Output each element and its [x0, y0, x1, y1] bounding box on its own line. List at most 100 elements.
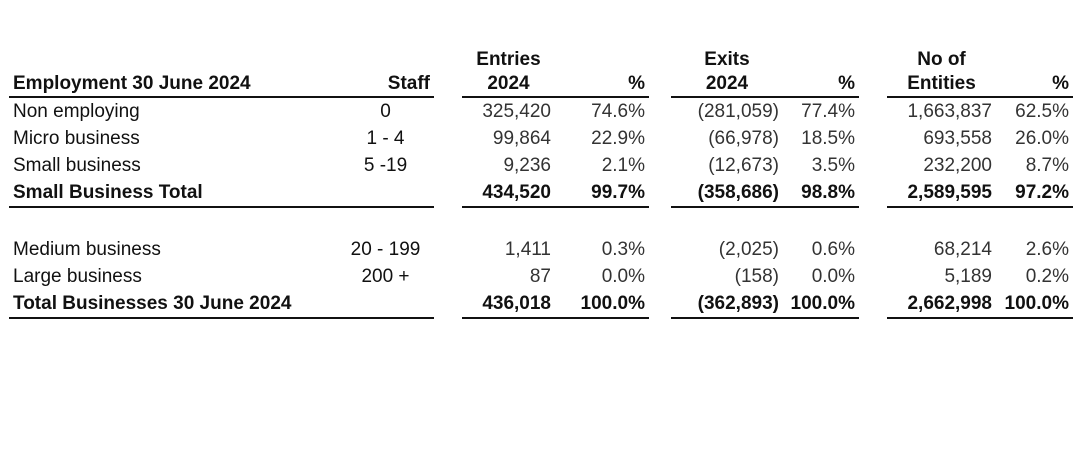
table-row: Small business 5 -19 9,236 2.1% (12,673)…: [9, 152, 1073, 179]
row-exits-pct: 3.5%: [811, 155, 855, 176]
row-entities: 232,200: [923, 155, 992, 176]
header-entities: No of: [917, 49, 966, 70]
header-entities-label: Entities: [887, 72, 996, 98]
row-entries-pct: 22.9%: [591, 128, 645, 149]
header-spacer: [434, 48, 462, 72]
row-staff: 5 -19: [363, 155, 408, 176]
row-label: Total Businesses 30 June 2024: [9, 290, 337, 319]
cell-spacer: [859, 97, 887, 125]
cell-spacer: [859, 179, 887, 207]
header-spacer: [555, 48, 649, 72]
row-exits-pct: 77.4%: [801, 101, 855, 122]
row-label: Non employing: [13, 101, 140, 122]
header-entries-pct: %: [555, 72, 649, 98]
cell-spacer: [434, 97, 462, 125]
row-exits-pct: 100.0%: [783, 290, 859, 319]
cell-spacer: [649, 290, 671, 318]
row-entities: 1,663,837: [907, 101, 992, 122]
row-staff: 1 - 4: [366, 128, 405, 149]
row-exits: (362,893): [671, 290, 783, 319]
row-entries: 9,236: [503, 155, 551, 176]
row-entries: 434,520: [462, 179, 555, 208]
header-spacer: [996, 48, 1073, 72]
row-exits: (2,025): [718, 239, 779, 260]
cell-spacer: [434, 152, 462, 179]
header-spacer: [649, 48, 671, 72]
row-entities-pct: 100.0%: [996, 290, 1073, 319]
row-label: Small business: [13, 155, 141, 176]
blank-spacer: [9, 207, 1073, 236]
row-entities: 693,558: [923, 128, 992, 149]
cell-spacer: [649, 97, 671, 125]
row-entities-pct: 97.2%: [996, 179, 1073, 208]
row-entities-pct: 62.5%: [1015, 101, 1069, 122]
row-entries: 325,420: [482, 101, 551, 122]
row-exits: (12,673): [708, 155, 779, 176]
row-entries-pct: 99.7%: [555, 179, 649, 208]
cell-spacer: [434, 236, 462, 263]
row-label: Medium business: [13, 239, 161, 260]
row-entries: 87: [529, 266, 551, 287]
business-employment-table: Entries Exits No of Employment 30 June 2…: [9, 48, 1073, 319]
cell-spacer: [434, 179, 462, 207]
header-spacer: [859, 48, 887, 72]
cell-spacer: [859, 125, 887, 152]
grand-total-row: Total Businesses 30 June 2024 436,018 10…: [9, 290, 1073, 319]
row-staff: 0: [380, 101, 391, 122]
cell-spacer: [649, 152, 671, 179]
header-exits: Exits: [704, 49, 750, 70]
row-entries-pct: 2.1%: [601, 155, 645, 176]
header-entries: Entries: [476, 49, 541, 70]
header-spacer: [9, 48, 337, 72]
row-exits-pct: 0.6%: [811, 239, 855, 260]
header-row-1: Entries Exits No of: [9, 48, 1073, 72]
row-entries-pct: 74.6%: [591, 101, 645, 122]
cell-spacer: [859, 236, 887, 263]
table-row: Non employing 0 325,420 74.6% (281,059) …: [9, 97, 1073, 125]
row-entries: 99,864: [492, 128, 551, 149]
row-entities-pct: 26.0%: [1015, 128, 1069, 149]
row-entries-pct: 0.0%: [601, 266, 645, 287]
row-entities-pct: 0.2%: [1025, 266, 1069, 287]
row-exits-pct: 18.5%: [801, 128, 855, 149]
row-entities: 5,189: [944, 266, 992, 287]
row-exits: (281,059): [697, 101, 779, 122]
header-row-2: Employment 30 June 2024 Staff 2024 % 202…: [9, 72, 1073, 98]
table-row: Large business 200 + 87 0.0% (158) 0.0% …: [9, 263, 1073, 290]
cell-spacer: [649, 179, 671, 207]
header-spacer: [434, 72, 462, 97]
cell-spacer: [859, 290, 887, 318]
cell-spacer: [434, 263, 462, 290]
cell-spacer: [649, 263, 671, 290]
row-staff: 200 +: [361, 266, 410, 287]
cell-spacer: [859, 263, 887, 290]
row-entries-pct: 0.3%: [601, 239, 645, 260]
row-label: Small Business Total: [9, 179, 337, 208]
row-staff: [337, 179, 434, 208]
header-entries-year: 2024: [462, 72, 555, 98]
cell-spacer: [434, 290, 462, 318]
header-label: Employment 30 June 2024: [9, 72, 337, 98]
table-row: Medium business 20 - 199 1,411 0.3% (2,0…: [9, 236, 1073, 263]
header-staff: Staff: [337, 72, 434, 98]
row-entities: 2,589,595: [887, 179, 996, 208]
row-exits: (358,686): [671, 179, 783, 208]
row-entities: 68,214: [933, 239, 992, 260]
subtotal-row: Small Business Total 434,520 99.7% (358,…: [9, 179, 1073, 208]
row-exits-pct: 0.0%: [811, 266, 855, 287]
row-entities-pct: 8.7%: [1025, 155, 1069, 176]
cell-spacer: [859, 152, 887, 179]
row-staff: 20 - 199: [350, 239, 421, 260]
header-spacer: [337, 48, 434, 72]
header-entities-pct: %: [996, 72, 1073, 98]
row-label: Large business: [13, 266, 142, 287]
row-entries-pct: 100.0%: [555, 290, 649, 319]
row-entries: 436,018: [462, 290, 555, 319]
row-label: Micro business: [13, 128, 140, 149]
row-exits: (158): [734, 266, 779, 287]
header-spacer: [649, 72, 671, 97]
header-spacer: [859, 72, 887, 97]
header-exits-pct: %: [783, 72, 859, 98]
header-exits-year: 2024: [671, 72, 783, 98]
table-row: Micro business 1 - 4 99,864 22.9% (66,97…: [9, 125, 1073, 152]
